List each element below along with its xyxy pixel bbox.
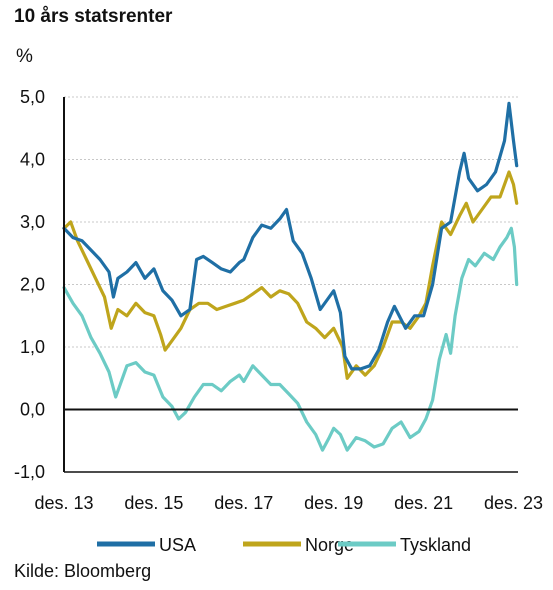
legend-label-tyskland: Tyskland — [400, 535, 471, 555]
y-tick-label: -1,0 — [14, 462, 45, 482]
x-tick-label: des. 23 — [484, 493, 543, 513]
x-tick-label: des. 15 — [124, 493, 183, 513]
series-line-norge — [62, 170, 519, 380]
legend-label-usa: USA — [159, 535, 196, 555]
y-tick-label: 3,0 — [20, 212, 45, 232]
y-tick-label: 1,0 — [20, 337, 45, 357]
y-tick-labels: 5,0 4,0 3,0 2,0 1,0 0,0 -1,0 — [14, 87, 45, 482]
y-tick-label: 0,0 — [20, 400, 45, 420]
series-line-tyskland — [62, 226, 519, 452]
y-tick-label: 2,0 — [20, 275, 45, 295]
legend-label-norge: Norge — [305, 535, 354, 555]
x-tick-label: des. 21 — [394, 493, 453, 513]
axes — [63, 97, 518, 473]
y-tick-label: 4,0 — [20, 150, 45, 170]
x-tick-label: des. 17 — [214, 493, 273, 513]
chart-title: 10 års statsrenter — [14, 6, 173, 27]
x-tick-labels: des. 13 des. 15 des. 17 des. 19 des. 21 des. … — [34, 493, 543, 513]
series-line-usa — [62, 101, 519, 371]
series-lines — [62, 101, 519, 452]
x-tick-label: des. 13 — [34, 493, 93, 513]
source-note: Kilde: Bloomberg — [14, 561, 152, 581]
y-tick-label: 5,0 — [20, 87, 45, 107]
x-tick-label: des. 19 — [304, 493, 363, 513]
grid-lines — [64, 96, 518, 473]
legend: USA Norge Tyskland — [97, 535, 471, 555]
y-axis-unit: % — [16, 46, 33, 67]
